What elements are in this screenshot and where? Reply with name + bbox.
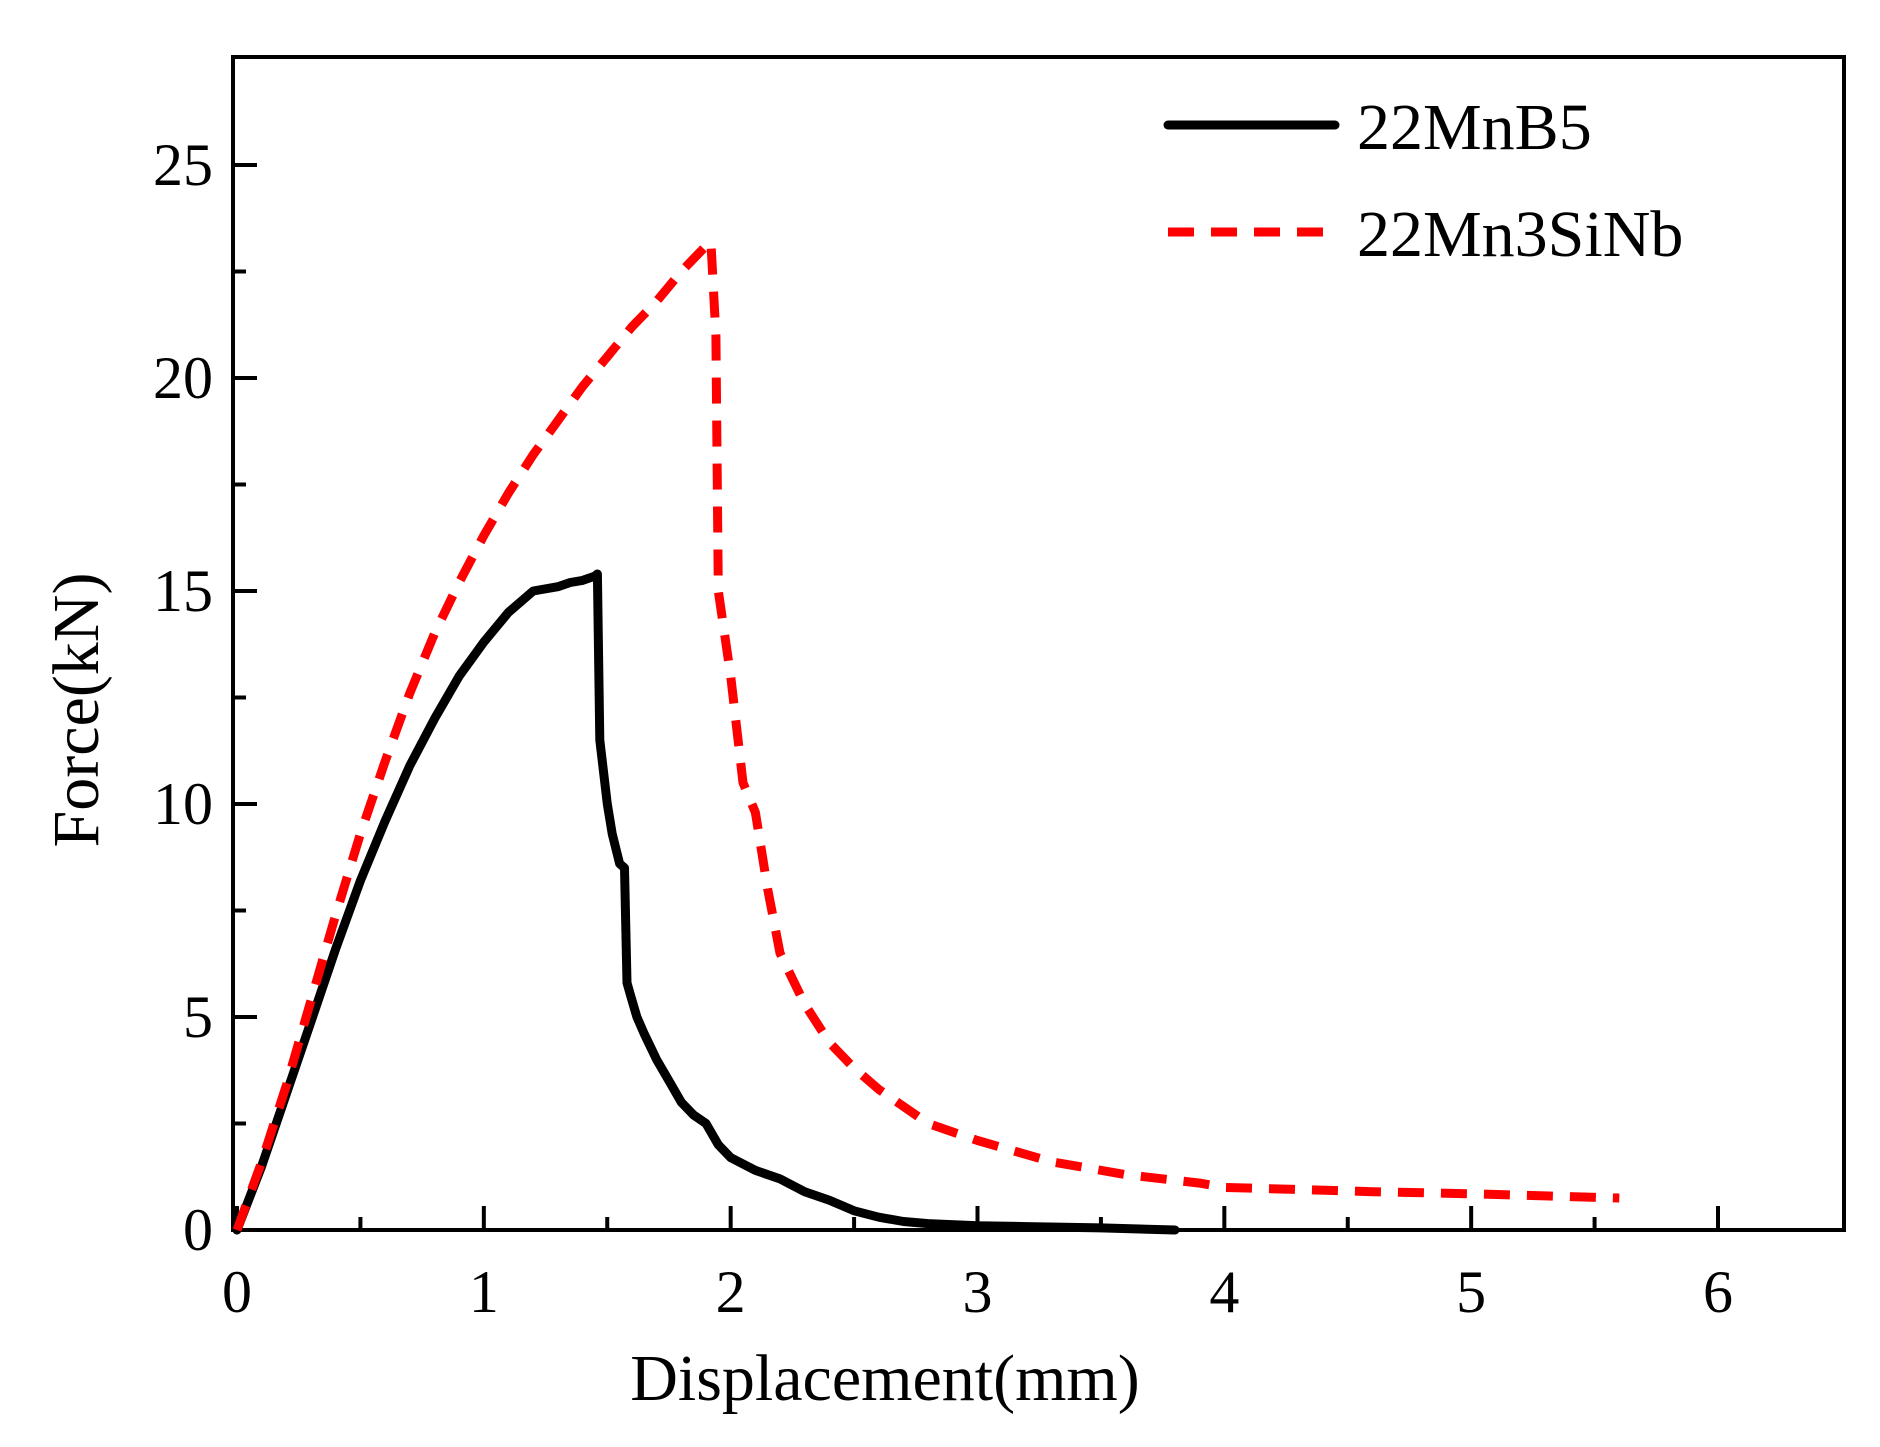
y-tick-label: 20: [153, 345, 213, 411]
x-tick-label: 6: [1703, 1259, 1733, 1325]
x-tick-label: 2: [716, 1259, 746, 1325]
y-axis-label: Force(kN): [40, 573, 113, 848]
y-tick-label: 15: [153, 558, 213, 624]
x-tick-label: 3: [963, 1259, 993, 1325]
y-tick-label: 5: [183, 984, 213, 1050]
x-tick-label: 0: [222, 1259, 252, 1325]
x-tick-label: 1: [469, 1259, 499, 1325]
y-axis: 0 5 10 15 20 25: [153, 132, 257, 1263]
series-line-2: [232, 237, 1620, 1232]
series-layer: [232, 237, 1620, 1235]
x-tick-label: 4: [1209, 1259, 1239, 1325]
legend-label-2: 22Mn3SiNb: [1357, 198, 1683, 271]
series-line-1: [232, 569, 1180, 1235]
x-axis: 0 1 2 3 4 5 6: [222, 1206, 1733, 1325]
y-tick-label: 0: [183, 1197, 213, 1263]
legend: 22MnB5 22Mn3SiNb: [1163, 91, 1683, 271]
legend-label-1: 22MnB5: [1357, 91, 1592, 164]
y-tick-label: 25: [153, 132, 213, 198]
x-tick-label: 5: [1456, 1259, 1486, 1325]
x-axis-label: Displacement(mm): [630, 1342, 1140, 1415]
y-tick-label: 10: [153, 771, 213, 837]
